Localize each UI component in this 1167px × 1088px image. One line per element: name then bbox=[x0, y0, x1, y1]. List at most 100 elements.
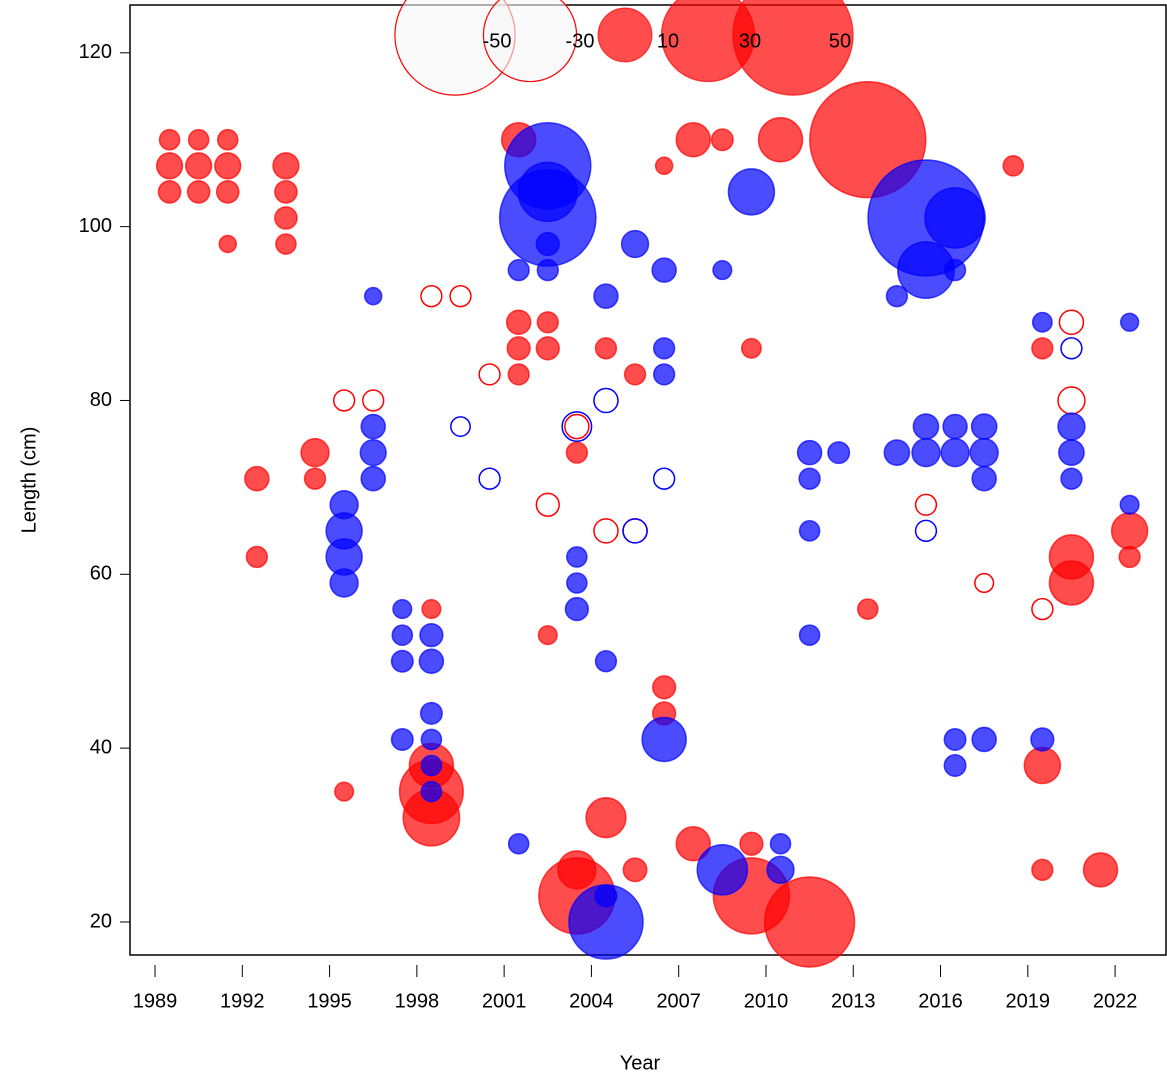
bubble bbox=[359, 438, 387, 467]
bubble bbox=[536, 258, 559, 282]
bubble bbox=[158, 128, 181, 151]
x-tick-label: 2013 bbox=[831, 990, 876, 1012]
bubble bbox=[564, 596, 590, 622]
y-axis-title: Length (cm) bbox=[18, 427, 40, 534]
bubble bbox=[507, 363, 530, 386]
bubble bbox=[216, 128, 239, 151]
bubble bbox=[419, 622, 444, 648]
bubble bbox=[969, 437, 999, 468]
x-tick-label: 2016 bbox=[918, 990, 963, 1012]
bubble bbox=[1119, 494, 1140, 515]
bubble bbox=[537, 625, 558, 646]
y-tick-label: 120 bbox=[79, 41, 112, 63]
bubble bbox=[1030, 727, 1055, 752]
bubble bbox=[218, 234, 238, 254]
bubble bbox=[300, 437, 330, 468]
y-tick-label: 100 bbox=[79, 215, 112, 237]
x-tick-label: 1995 bbox=[307, 990, 352, 1012]
bubble bbox=[245, 545, 269, 569]
bubble bbox=[652, 337, 676, 360]
bubble bbox=[593, 387, 619, 414]
bubble bbox=[303, 467, 327, 490]
bubble bbox=[1060, 337, 1083, 360]
bubble bbox=[517, 161, 578, 223]
bubble bbox=[1031, 311, 1053, 333]
bubble bbox=[712, 260, 733, 281]
legend-label: 50 bbox=[829, 30, 851, 52]
bubble bbox=[507, 258, 530, 282]
y-tick-label: 40 bbox=[90, 736, 112, 758]
bubble bbox=[275, 233, 297, 255]
bubble bbox=[940, 437, 970, 468]
bubble bbox=[535, 492, 560, 517]
bubble bbox=[739, 831, 764, 856]
bubble bbox=[1048, 560, 1095, 606]
bubble bbox=[566, 572, 588, 594]
plot-frame bbox=[129, 4, 1167, 956]
bubble bbox=[185, 152, 213, 180]
bubble bbox=[943, 258, 967, 282]
bubble bbox=[763, 876, 856, 968]
bubble bbox=[696, 844, 749, 896]
bubble bbox=[535, 336, 560, 361]
bubble bbox=[1082, 852, 1119, 888]
bubble bbox=[651, 675, 677, 700]
bubble bbox=[561, 411, 593, 443]
bubble bbox=[421, 599, 442, 620]
bubble bbox=[912, 413, 940, 440]
bubble bbox=[157, 180, 182, 204]
bubble bbox=[727, 168, 776, 216]
bubble bbox=[766, 855, 795, 885]
bubble bbox=[215, 180, 240, 204]
legend-label: -50 bbox=[483, 30, 512, 52]
bubble bbox=[420, 285, 443, 308]
bubble bbox=[924, 187, 986, 249]
bubble bbox=[360, 413, 386, 440]
bubble bbox=[450, 416, 471, 437]
bubble bbox=[564, 413, 590, 440]
x-tick-label: 2001 bbox=[482, 990, 527, 1012]
bubble bbox=[329, 568, 359, 598]
bubble bbox=[274, 180, 298, 204]
legend-bubble bbox=[732, 0, 854, 96]
x-tick-label: 2004 bbox=[569, 990, 614, 1012]
bubble bbox=[272, 152, 300, 180]
x-tick-label: 1992 bbox=[220, 990, 265, 1012]
bubble bbox=[505, 309, 532, 336]
bubble bbox=[507, 832, 530, 855]
bubble bbox=[798, 624, 821, 646]
bubble bbox=[883, 439, 911, 466]
bubble bbox=[1031, 337, 1054, 360]
bubble bbox=[620, 229, 650, 259]
bubble bbox=[971, 726, 997, 753]
bubble bbox=[390, 727, 414, 751]
bubble bbox=[418, 648, 445, 674]
bubble bbox=[769, 832, 792, 855]
bubble bbox=[652, 467, 676, 490]
bubble bbox=[622, 857, 648, 883]
bubble bbox=[594, 884, 618, 908]
bubble bbox=[585, 796, 627, 839]
bubble bbox=[798, 520, 821, 542]
x-tick-label: 1998 bbox=[395, 990, 440, 1012]
legend-label: 10 bbox=[657, 30, 679, 52]
x-tick-label: 2019 bbox=[1006, 990, 1051, 1012]
bubble bbox=[914, 493, 938, 516]
bubble bbox=[334, 781, 355, 802]
bubble bbox=[740, 337, 762, 359]
bubble bbox=[651, 257, 677, 283]
bubble bbox=[360, 465, 386, 492]
bubble bbox=[654, 156, 674, 176]
bubble bbox=[885, 285, 909, 308]
bubble bbox=[827, 441, 851, 465]
bubble bbox=[1118, 545, 1141, 569]
bubble bbox=[798, 467, 821, 490]
bubble bbox=[594, 337, 618, 360]
bubble bbox=[362, 389, 385, 412]
bubble bbox=[1060, 467, 1083, 490]
bubble bbox=[1031, 858, 1054, 881]
bubble bbox=[970, 413, 998, 440]
bubble bbox=[641, 716, 687, 763]
bubble bbox=[420, 754, 443, 777]
bubble bbox=[187, 128, 210, 151]
